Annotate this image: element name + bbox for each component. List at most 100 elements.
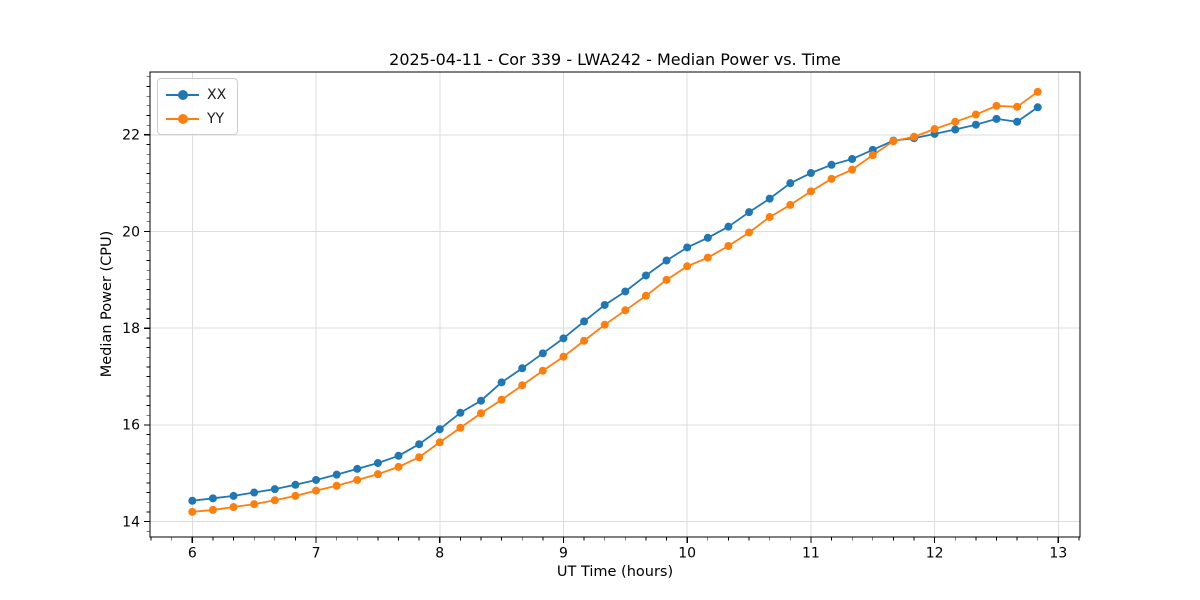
data-point-xx xyxy=(786,179,795,188)
data-point-yy xyxy=(827,174,836,183)
legend: XX YY xyxy=(157,78,239,135)
data-point-yy xyxy=(580,336,589,345)
y-tick-label: 20 xyxy=(122,224,140,240)
data-point-xx xyxy=(827,160,836,169)
data-point-yy xyxy=(208,505,217,514)
data-point-xx xyxy=(621,287,630,296)
data-point-yy xyxy=(930,125,939,134)
legend-marker-xx-icon xyxy=(166,88,199,102)
data-point-xx xyxy=(456,408,465,417)
data-point-yy xyxy=(270,496,279,505)
y-tick-label: 14 xyxy=(122,514,140,530)
x-tick-label: 12 xyxy=(926,546,944,562)
data-point-yy xyxy=(951,117,960,126)
data-point-yy xyxy=(848,165,857,174)
data-point-xx xyxy=(745,208,754,217)
data-point-yy xyxy=(188,507,197,516)
data-point-yy xyxy=(415,453,424,462)
data-point-xx xyxy=(992,114,1001,123)
data-point-xx xyxy=(951,125,960,134)
tick-labels: 6 7 8 9 10 11 12 13 14 16 18 20 22 xyxy=(122,128,1067,562)
axes-spines xyxy=(149,71,1081,538)
data-point-xx xyxy=(291,480,300,489)
data-point-xx xyxy=(580,317,589,326)
legend-label-xx: XX xyxy=(207,86,227,103)
data-point-yy xyxy=(910,132,919,141)
data-point-xx xyxy=(208,494,217,503)
data-point-xx xyxy=(476,396,485,405)
data-point-yy xyxy=(373,470,382,479)
major-ticks xyxy=(144,134,1059,543)
data-point-xx xyxy=(765,194,774,203)
data-point-xx xyxy=(806,169,815,178)
data-point-yy xyxy=(641,291,650,300)
data-point-yy xyxy=(1013,102,1022,111)
data-point-xx xyxy=(971,120,980,129)
data-point-yy xyxy=(683,262,692,271)
data-point-xx xyxy=(435,425,444,434)
data-point-xx xyxy=(724,222,733,231)
data-point-xx xyxy=(415,440,424,449)
data-point-yy xyxy=(662,275,671,284)
data-point-yy xyxy=(456,423,465,432)
data-point-xx xyxy=(250,488,259,497)
data-point-yy xyxy=(971,110,980,119)
data-point-yy xyxy=(889,137,898,146)
x-axis-label: UT Time (hours) xyxy=(556,564,674,580)
data-point-yy xyxy=(559,352,568,361)
data-point-yy xyxy=(868,151,877,160)
x-tick-label: 8 xyxy=(435,546,444,562)
data-point-yy xyxy=(291,491,300,500)
x-tick-label: 11 xyxy=(802,546,820,562)
data-point-yy xyxy=(229,503,238,512)
data-point-yy xyxy=(332,481,341,490)
y-tick-label: 18 xyxy=(122,321,140,337)
data-point-yy xyxy=(806,187,815,196)
data-point-xx xyxy=(641,271,650,280)
gridlines xyxy=(150,72,1080,537)
x-tick-label: 7 xyxy=(312,546,321,562)
data-point-xx xyxy=(518,364,527,373)
data-point-xx xyxy=(1013,117,1022,126)
data-point-xx xyxy=(394,451,403,460)
data-point-xx xyxy=(270,485,279,494)
data-point-xx xyxy=(373,459,382,468)
y-axis-label: Median Power (CPU) xyxy=(99,230,115,378)
data-point-xx xyxy=(559,334,568,343)
data-point-yy xyxy=(353,475,362,484)
legend-item-xx: XX xyxy=(166,84,226,105)
data-point-xx xyxy=(848,155,857,164)
data-point-yy xyxy=(724,242,733,251)
data-point-yy xyxy=(538,366,547,375)
legend-label-yy: YY xyxy=(207,110,225,127)
series-line-yy xyxy=(191,90,1039,513)
data-point-yy xyxy=(518,381,527,390)
data-point-xx xyxy=(538,349,547,358)
data-point-yy xyxy=(497,395,506,404)
data-point-xx xyxy=(312,475,321,484)
data-point-xx xyxy=(703,233,712,242)
data-point-yy xyxy=(621,306,630,315)
legend-marker-yy-icon xyxy=(166,112,199,126)
data-point-yy xyxy=(992,101,1001,110)
data-point-xx xyxy=(353,464,362,473)
data-point-yy xyxy=(312,486,321,495)
data-point-yy xyxy=(786,200,795,209)
data-point-xx xyxy=(600,300,609,309)
data-point-yy xyxy=(1033,87,1042,96)
y-tick-label: 22 xyxy=(122,128,140,144)
data-point-yy xyxy=(745,228,754,237)
data-point-yy xyxy=(250,500,259,509)
data-point-yy xyxy=(435,438,444,447)
data-point-yy xyxy=(476,409,485,418)
chart-title: 2025-04-11 - Cor 339 - LWA242 - Median P… xyxy=(389,50,841,69)
series-yy xyxy=(188,87,1042,516)
data-point-yy xyxy=(600,320,609,329)
x-tick-label: 13 xyxy=(1049,546,1067,562)
data-point-yy xyxy=(394,462,403,471)
data-point-yy xyxy=(703,253,712,262)
y-tick-label: 16 xyxy=(122,418,140,434)
data-point-xx xyxy=(1033,103,1042,112)
